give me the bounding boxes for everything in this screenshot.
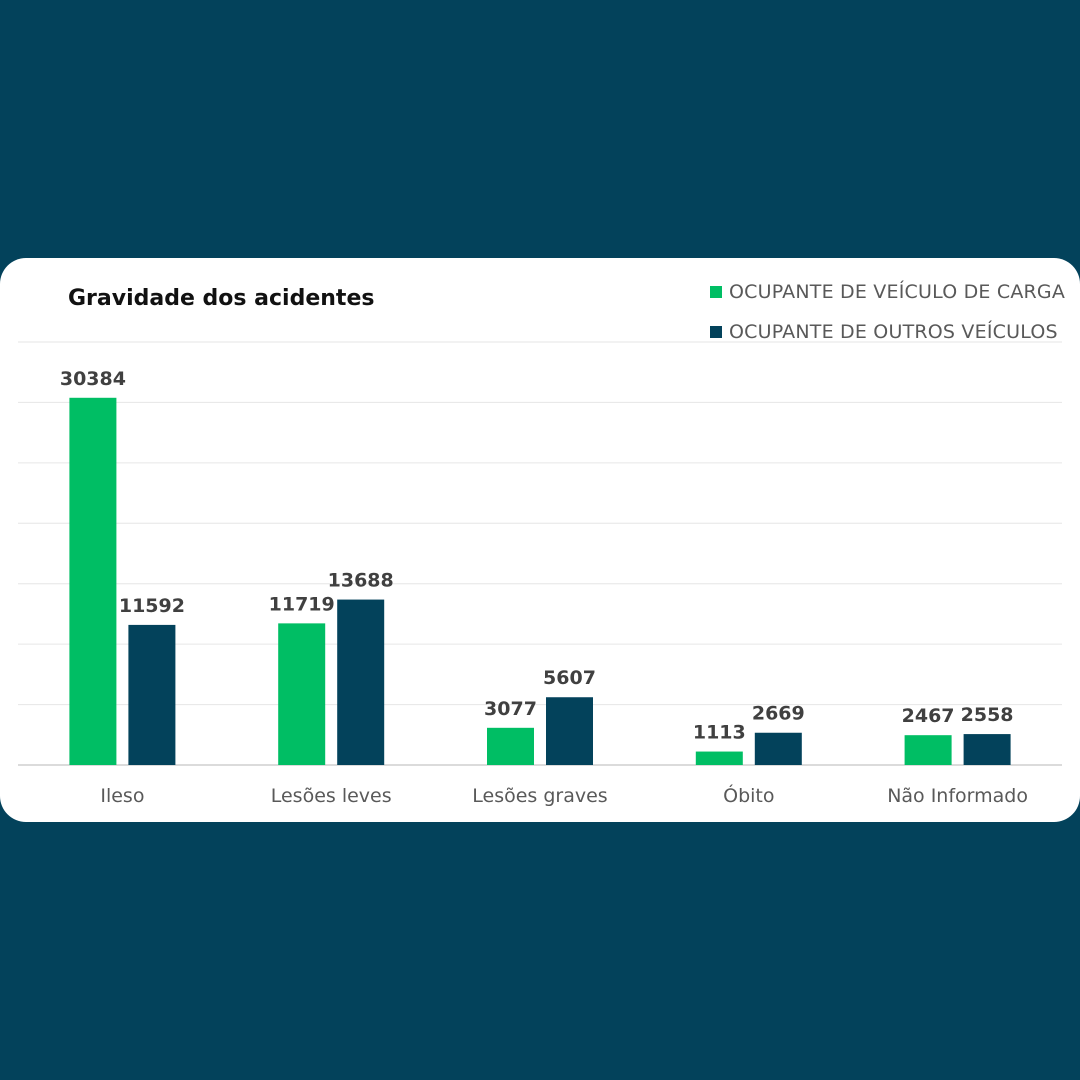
bar-series-1 — [69, 397, 117, 765]
bars — [69, 397, 1011, 765]
data-label: 11719 — [269, 593, 335, 615]
bar-series-2 — [546, 697, 593, 765]
bar-series-2 — [128, 624, 176, 765]
data-label: 2669 — [752, 703, 805, 725]
data-label: 2467 — [902, 705, 955, 727]
data-label: 1113 — [693, 722, 746, 744]
legend-swatch-series-1 — [710, 286, 722, 298]
chart-card: 30384 11592 11719 13688 3077 5607 1113 2669 2467… — [0, 258, 1080, 822]
bar-series-1 — [904, 735, 952, 765]
bar-series-1 — [695, 751, 743, 765]
category-label: Óbito — [723, 783, 774, 807]
data-label: 30384 — [60, 368, 126, 390]
bar-series-2 — [963, 734, 1011, 765]
category-label: Não Informado — [887, 785, 1028, 807]
category-label: Ileso — [100, 785, 144, 807]
legend-item-series-1: OCUPANTE DE VEÍCULO DE CARGA — [710, 272, 1065, 312]
data-label: 5607 — [543, 667, 596, 689]
category-label: Lesões graves — [472, 785, 607, 807]
data-label: 2558 — [961, 704, 1014, 726]
bar-series-2 — [754, 732, 802, 765]
legend-item-series-2: OCUPANTE DE OUTROS VEÍCULOS — [710, 312, 1065, 352]
bar-series-2 — [337, 599, 385, 765]
legend-label-series-1: OCUPANTE DE VEÍCULO DE CARGA — [729, 281, 1066, 303]
bar-series-1 — [487, 727, 534, 765]
data-label: 11592 — [119, 595, 185, 617]
gridlines — [18, 341, 1062, 766]
legend: OCUPANTE DE VEÍCULO DE CARGA OCUPANTE DE… — [710, 272, 1065, 352]
legend-label-series-2: OCUPANTE DE OUTROS VEÍCULOS — [729, 321, 1058, 343]
data-label: 3077 — [484, 698, 537, 720]
chart-title: Gravidade dos acidentes — [68, 286, 375, 311]
data-label: 13688 — [328, 570, 394, 592]
category-label: Lesões leves — [271, 785, 392, 807]
category-labels: Ileso Lesões leves Lesões graves Óbito Não I… — [100, 783, 1028, 807]
legend-swatch-series-2 — [710, 326, 722, 338]
bar-series-1 — [278, 623, 326, 765]
